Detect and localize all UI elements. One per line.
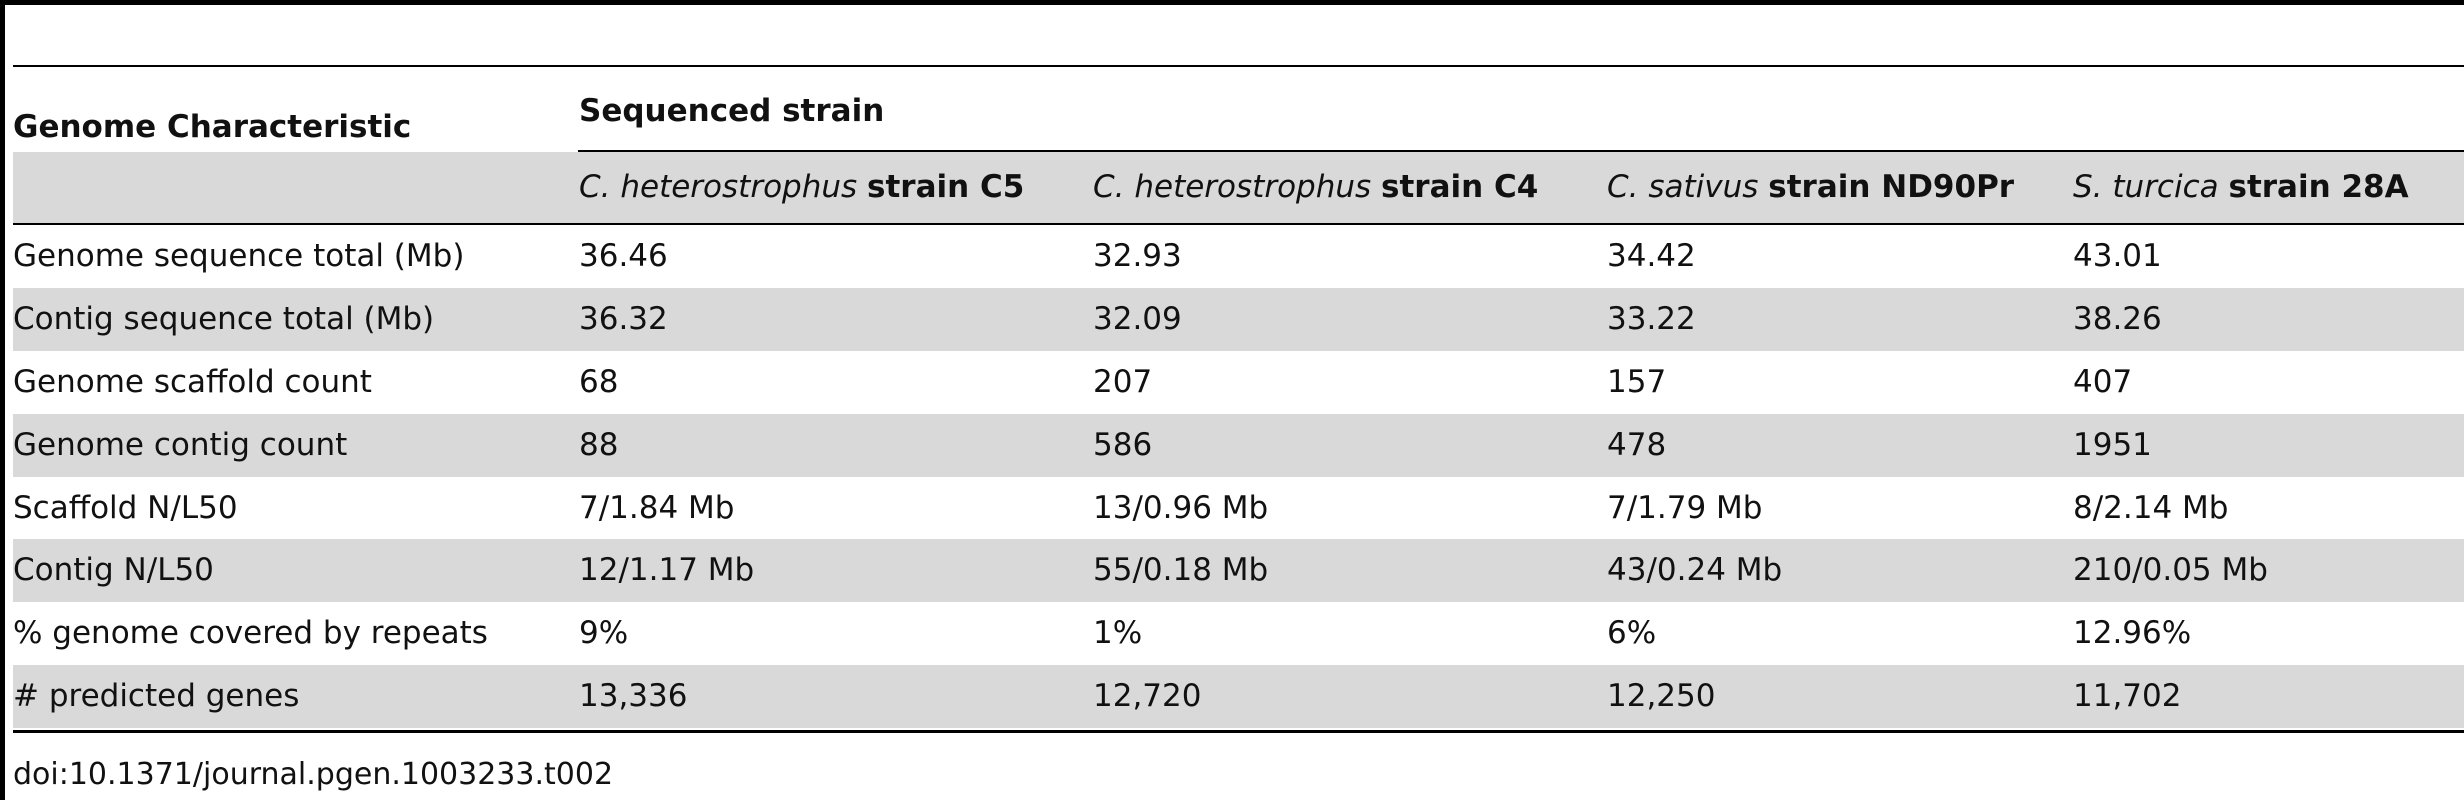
table-cell: 478: [1607, 426, 1667, 463]
table-cell: 407: [2073, 363, 2133, 400]
table-cell: 68: [579, 363, 619, 400]
column-header-species: C. heterostrophus: [579, 169, 858, 205]
table-row: Genome sequence total (Mb) 36.46 32.93 3…: [13, 225, 2464, 288]
page-left-border: [0, 0, 5, 800]
table-cell: 12,250: [1607, 678, 1716, 715]
table-row: # predicted genes 13,336 12,720 12,250 1…: [13, 665, 2464, 728]
corner-header: Genome Characteristic: [13, 109, 412, 145]
row-label: Contig N/L50: [13, 552, 214, 589]
table-row: Genome scaffold count 68 207 157 407: [13, 351, 2464, 414]
row-label: Genome sequence total (Mb): [13, 238, 465, 274]
table-cell: 586: [1093, 426, 1153, 463]
table-cell: 43.01: [2073, 238, 2162, 274]
table-row: % genome covered by repeats 9% 1% 6% 12.…: [13, 602, 2464, 665]
table-cell: 12,720: [1093, 678, 1202, 715]
column-header-species: S. turcica: [2073, 169, 2219, 205]
table-body: Genome sequence total (Mb) 36.46 32.93 3…: [13, 225, 2464, 728]
header-top-band: [13, 67, 2464, 150]
column-header-strain: strain 28A: [2228, 169, 2409, 205]
table-header: Genome Characteristic Sequenced strain C…: [13, 67, 2464, 223]
table-cell: 36.32: [579, 300, 668, 337]
table-cell: 9%: [579, 615, 629, 652]
table-bottom-rule: [13, 730, 2464, 733]
table-cell: 12.96%: [2073, 615, 2192, 652]
table-cell: 33.22: [1607, 300, 1696, 337]
table-cell: 88: [579, 426, 619, 463]
table-cell: 7/1.79 Mb: [1607, 489, 1763, 526]
table-cell: 157: [1607, 363, 1667, 400]
table-cell: 13/0.96 Mb: [1093, 489, 1269, 526]
table-cell: 13,336: [579, 678, 688, 715]
row-label: Genome scaffold count: [13, 363, 372, 400]
table-cell: 11,702: [2073, 678, 2182, 715]
table-cell: 1%: [1093, 615, 1143, 652]
table-cell: 12/1.17 Mb: [579, 552, 755, 589]
doi-caption: doi:10.1371/journal.pgen.1003233.t002: [13, 757, 614, 792]
group-header: Sequenced strain: [579, 93, 885, 129]
table-row: Contig N/L50 12/1.17 Mb 55/0.18 Mb 43/0.…: [13, 539, 2464, 603]
column-header-1: C. heterostrophus strain C5: [579, 165, 1024, 209]
table-cell: 207: [1093, 363, 1153, 400]
table-cell: 210/0.05 Mb: [2073, 552, 2268, 589]
row-label: Genome contig count: [13, 426, 348, 463]
table-cell: 34.42: [1607, 238, 1696, 274]
table-cell: 8/2.14 Mb: [2073, 489, 2229, 526]
table-cell: 6%: [1607, 615, 1657, 652]
table-cell: 32.09: [1093, 300, 1182, 337]
row-label: % genome covered by repeats: [13, 615, 488, 652]
column-header-species: C. sativus: [1607, 169, 1759, 205]
column-header-strain: strain C4: [1381, 169, 1539, 205]
column-header-3: C. sativus strain ND90Pr: [1607, 165, 2014, 209]
table-cell: 55/0.18 Mb: [1093, 552, 1269, 589]
group-header-rule: [578, 150, 2464, 152]
row-label: Contig sequence total (Mb): [13, 300, 435, 337]
table-cell: 36.46: [579, 238, 668, 274]
table-row: Genome contig count 88 586 478 1951: [13, 413, 2464, 477]
table-cell: 43/0.24 Mb: [1607, 552, 1783, 589]
page-top-border: [0, 0, 2464, 5]
table-top-rule: [13, 65, 2464, 67]
row-label: Scaffold N/L50: [13, 489, 238, 526]
header-bottom-rule: [13, 223, 2464, 225]
column-header-strain: strain ND90Pr: [1768, 169, 2015, 205]
table-cell: 32.93: [1093, 238, 1182, 274]
row-label: # predicted genes: [13, 678, 300, 715]
table-cell: 7/1.84 Mb: [579, 489, 735, 526]
column-header-2: C. heterostrophus strain C4: [1093, 165, 1538, 209]
column-header-4: S. turcica strain 28A: [2073, 165, 2409, 209]
table-row: Contig sequence total (Mb) 36.32 32.09 3…: [13, 287, 2464, 351]
table-cell: 38.26: [2073, 300, 2162, 337]
column-header-strain: strain C5: [867, 169, 1025, 205]
header-column-band: [13, 152, 2464, 223]
table-cell: 1951: [2073, 426, 2152, 463]
table-row: Scaffold N/L50 7/1.84 Mb 13/0.96 Mb 7/1.…: [13, 477, 2464, 540]
column-header-species: C. heterostrophus: [1093, 169, 1372, 205]
